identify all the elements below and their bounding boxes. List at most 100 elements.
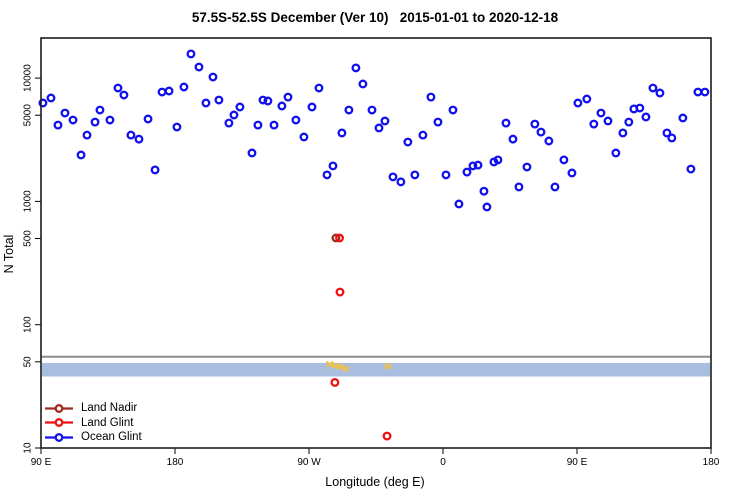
y-tick-label: 10000 [23,64,34,92]
chart-title: 57.5S-52.5S December (Ver 10) 2015-01-01… [191,10,559,25]
ocean-glint-point [589,119,599,129]
x-tick-label: 180 [703,457,720,468]
ocean-glint-point [648,83,658,93]
ocean-glint-point [493,155,503,165]
ocean-glint-point [351,63,361,73]
x-tick-label: 0 [440,457,446,468]
x-axis-label: Longitude (deg E) [325,475,425,489]
ocean-glint-point [247,148,257,158]
ocean-glint-point [678,113,688,123]
ocean-glint-point [337,128,347,138]
legend: Land Nadir Land Glint Ocean Glint [44,401,142,445]
ocean-glint-point [172,122,182,132]
yellow-mark [341,365,350,372]
y-tick-label: 10 [23,442,34,454]
ocean-glint-point [479,186,489,196]
ocean-glint-point [82,130,92,140]
yellow-mark [383,362,392,370]
legend-label: Ocean Glint [81,431,142,444]
ocean-glint-point [473,160,483,170]
ocean-glint-point [693,87,703,97]
ocean-glint-point [573,98,583,108]
ocean-glint-point [46,93,56,103]
y-tick-label: 5000 [23,104,34,127]
ocean-glint-point [68,115,78,125]
ocean-glint-point [380,116,390,126]
land-glint-point [335,233,344,243]
ocean-glint-point [126,130,136,140]
ocean-glint-point [641,112,651,122]
ocean-glint-point [418,130,428,140]
ocean-glint-point [277,101,287,111]
ocean-glint-point [462,167,472,177]
legend-item-land-nadir: Land Nadir [44,401,142,416]
ocean-glint-point [314,83,324,93]
ocean-glint-point [662,128,672,138]
ocean-glint-point [501,118,511,128]
ocean-glint-point [410,170,420,180]
ocean-glint-point [374,123,384,133]
land-nadir-point [331,233,341,243]
ocean-glint-point [194,62,204,72]
ocean-glint-point [307,102,317,112]
ocean-glint-point [95,105,105,115]
y-tick-label: 100 [23,316,34,333]
ocean-glint-point [611,148,621,158]
ocean-glint-point [263,96,273,106]
ocean-glint-point [201,98,211,108]
ocean-glint-point [635,103,645,113]
legend-item-ocean-glint: Ocean Glint [44,430,142,445]
ocean-glint-point [582,94,592,104]
ocean-glint-point [403,137,413,147]
ocean-glint-point [686,164,696,174]
y-tick-label: 500 [23,230,34,247]
ocean-glint-point [258,95,268,105]
ocean-glint-point [536,127,546,137]
ocean-glint-point [544,136,554,146]
ocean-glint-point [164,86,174,96]
land-glint-point [382,431,392,441]
ocean-glint-point [603,116,613,126]
land-glint-point [330,378,340,387]
legend-item-land-glint: Land Glint [44,416,142,431]
ocean-glint-point [618,128,628,138]
ocean-glint-point [530,119,540,129]
ocean-glint-point [700,87,710,97]
ocean-glint-point [624,117,634,127]
ocean-glint-point [235,102,245,112]
ocean-glint-point [214,95,224,105]
threshold-band [42,362,710,377]
ocean-glint-point [328,161,338,171]
ocean-glint-point [596,108,606,118]
ocean-glint-point [514,182,524,192]
ocean-glint-point [76,150,86,160]
ocean-glint-point [229,110,239,120]
ocean-glint-point [105,115,115,125]
ocean-glint-point [367,105,377,115]
ocean-glint-point [508,134,518,144]
x-tick-label: 90 E [31,457,52,468]
ocean-glint-point [468,161,478,171]
ocean-glint-point [186,49,196,59]
ocean-glint-point [433,117,443,127]
legend-label: Land Nadir [81,402,138,415]
ocean-glint-point [143,114,153,124]
ocean-glint-point [208,72,218,82]
ocean-glint-point [134,134,144,144]
ocean-glint-point [157,87,167,97]
y-tick-label: 50 [23,356,34,368]
ocean-glint-point [291,115,301,125]
ocean-glint-point [426,92,436,102]
x-tick-label: 90 E [567,457,588,468]
ocean-glint-point [150,165,160,175]
legend-marker [45,432,73,442]
ocean-glint-point [448,105,458,115]
ocean-glint-point [396,177,406,187]
ocean-glint-point [441,170,451,180]
ocean-glint-point [454,199,464,209]
ocean-glint-point [344,105,354,115]
ocean-glint-point [119,90,129,100]
y-axis-label: N Total [2,234,16,274]
ocean-glint-point [60,108,70,118]
legend-label: Land Glint [81,416,134,429]
